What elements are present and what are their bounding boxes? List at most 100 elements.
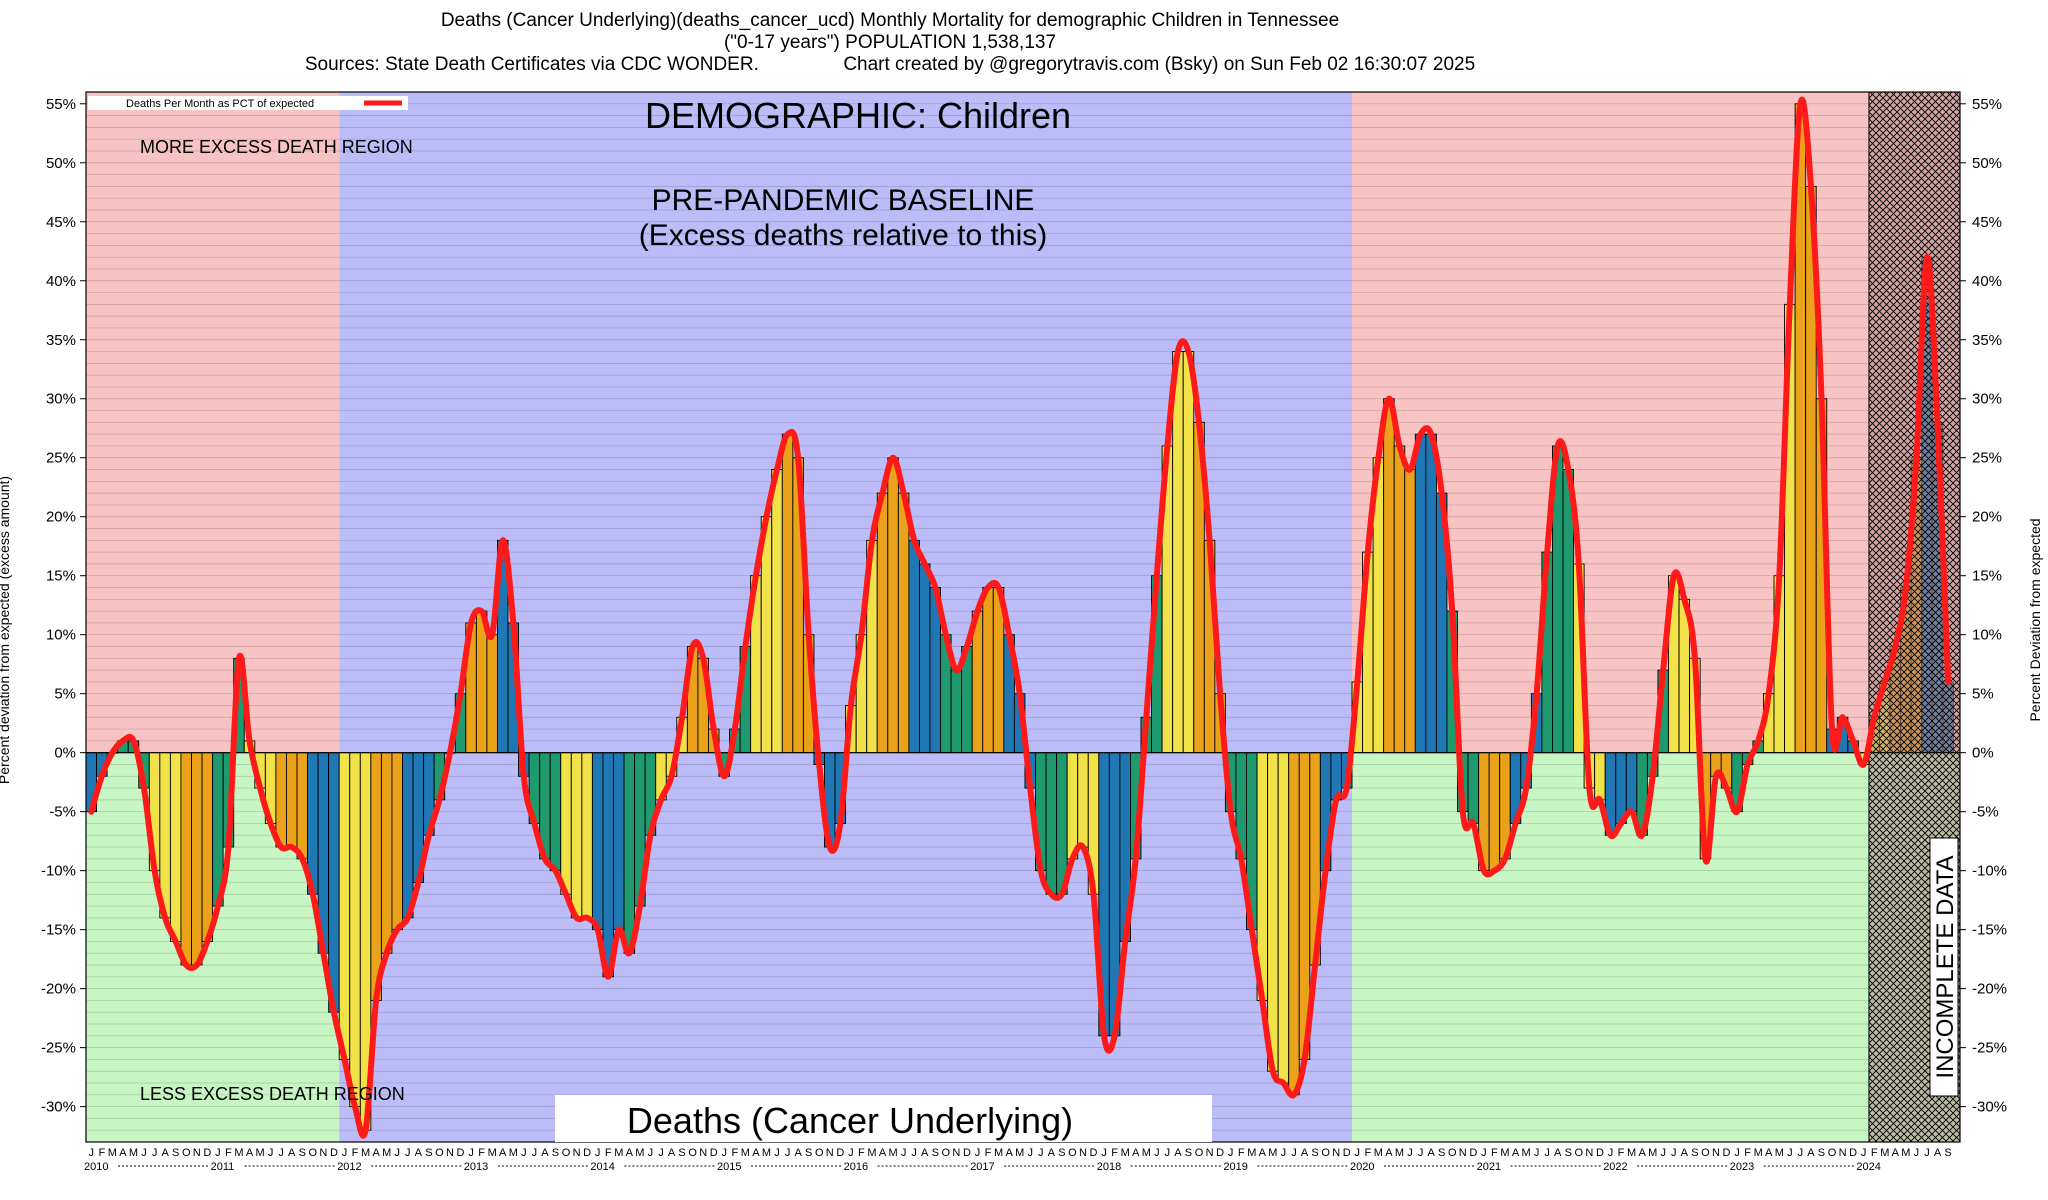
x-tick-month: M bbox=[994, 1147, 1003, 1159]
baseline-subtitle: (Excess deaths relative to this) bbox=[639, 219, 1048, 252]
y-tick-label-left: 0% bbox=[54, 745, 76, 762]
x-tick-year: 2023 bbox=[1730, 1161, 1754, 1173]
x-tick-month: O bbox=[1448, 1147, 1457, 1159]
x-tick-month: M bbox=[762, 1147, 771, 1159]
x-tick-month: D bbox=[583, 1147, 591, 1159]
y-tick-label-right: 50% bbox=[1972, 155, 2002, 172]
x-tick-month: D bbox=[330, 1147, 338, 1159]
data-bar bbox=[950, 669, 963, 754]
x-tick-month: F bbox=[1744, 1147, 1751, 1159]
x-tick-month: J bbox=[1291, 1147, 1297, 1159]
data-bar bbox=[602, 752, 614, 978]
y-tick-label-left: 45% bbox=[46, 214, 76, 231]
x-tick-month: J bbox=[532, 1147, 538, 1159]
x-tick-year: 2012 bbox=[337, 1161, 361, 1173]
data-bar bbox=[1172, 351, 1184, 754]
x-tick-month: M bbox=[108, 1147, 117, 1159]
x-tick-month: F bbox=[225, 1147, 232, 1159]
y-tick-label-left: -25% bbox=[41, 1040, 76, 1057]
x-tick-year: 2011 bbox=[211, 1161, 235, 1173]
x-tick-month: J bbox=[1861, 1147, 1867, 1159]
x-tick-month: A bbox=[372, 1147, 380, 1159]
x-tick-year: 2014 bbox=[590, 1161, 614, 1173]
x-tick-month: J bbox=[911, 1147, 917, 1159]
bottom-label-box bbox=[555, 1095, 1212, 1142]
x-tick-month: S bbox=[805, 1147, 812, 1159]
x-tick-month: O bbox=[1068, 1147, 1077, 1159]
data-bar bbox=[349, 752, 361, 1108]
data-bar bbox=[169, 752, 182, 942]
x-tick-month: J bbox=[722, 1147, 728, 1159]
x-tick-month: A bbox=[1934, 1147, 1942, 1159]
x-tick-month: S bbox=[299, 1147, 306, 1159]
y-tick-label-right: -15% bbox=[1972, 922, 2007, 939]
y-tick-label-right: 30% bbox=[1972, 391, 2002, 408]
x-tick-month: J bbox=[152, 1147, 158, 1159]
data-bar bbox=[1594, 752, 1606, 801]
x-tick-month: J bbox=[1165, 1147, 1171, 1159]
x-tick-month: M bbox=[741, 1147, 750, 1159]
x-tick-month: F bbox=[731, 1147, 738, 1159]
y-tick-label-right: 0% bbox=[1972, 745, 1994, 762]
x-tick-month: A bbox=[921, 1147, 929, 1159]
x-tick-month: N bbox=[1839, 1147, 1847, 1159]
more-excess-region-label: MORE EXCESS DEATH REGION bbox=[140, 137, 413, 157]
y-tick-label-right: 5% bbox=[1972, 686, 1994, 703]
data-bar bbox=[180, 752, 192, 966]
x-tick-month: S bbox=[1058, 1147, 1065, 1159]
x-tick-month: N bbox=[1459, 1147, 1467, 1159]
x-tick-month: J bbox=[342, 1147, 348, 1159]
y-tick-label-left: 50% bbox=[46, 155, 76, 172]
x-tick-month: M bbox=[488, 1147, 497, 1159]
x-tick-month: A bbox=[1681, 1147, 1689, 1159]
x-tick-month: J bbox=[774, 1147, 780, 1159]
data-bar bbox=[919, 563, 931, 754]
y-tick-label-right: 40% bbox=[1972, 273, 2002, 290]
x-tick-month: F bbox=[858, 1147, 865, 1159]
x-tick-month: J bbox=[1798, 1147, 1804, 1159]
data-bar bbox=[286, 752, 298, 848]
x-tick-month: A bbox=[1385, 1147, 1393, 1159]
x-tick-month: M bbox=[1775, 1147, 1784, 1159]
y-tick-label-left: 55% bbox=[46, 96, 76, 113]
x-tick-month: A bbox=[119, 1147, 127, 1159]
data-bar bbox=[1467, 752, 1480, 824]
x-tick-month: N bbox=[573, 1147, 581, 1159]
x-tick-month: N bbox=[826, 1147, 834, 1159]
y-tick-label-right: 15% bbox=[1972, 568, 2002, 585]
data-bar bbox=[1425, 433, 1437, 754]
x-tick-month: J bbox=[394, 1147, 400, 1159]
data-bar bbox=[549, 752, 562, 872]
data-bar bbox=[1267, 752, 1279, 1072]
x-tick-month: J bbox=[521, 1147, 527, 1159]
x-tick-month: J bbox=[975, 1147, 981, 1159]
x-tick-month: J bbox=[901, 1147, 907, 1159]
data-bar bbox=[402, 752, 414, 919]
y-tick-label-left: 35% bbox=[46, 332, 76, 349]
data-bar bbox=[1383, 398, 1395, 754]
demographic-title: DEMOGRAPHIC: Children bbox=[645, 95, 1071, 136]
x-tick-month: M bbox=[129, 1147, 138, 1159]
x-tick-month: F bbox=[1364, 1147, 1371, 1159]
x-tick-month: F bbox=[1618, 1147, 1625, 1159]
incomplete-label-box bbox=[1929, 837, 1959, 1097]
x-tick-month: A bbox=[1807, 1147, 1815, 1159]
y-tick-label-left: 30% bbox=[46, 391, 76, 408]
x-tick-month: D bbox=[836, 1147, 844, 1159]
data-bar bbox=[1393, 445, 1406, 754]
x-tick-month: S bbox=[1691, 1147, 1698, 1159]
x-tick-month: A bbox=[752, 1147, 760, 1159]
x-tick-month: A bbox=[1427, 1147, 1435, 1159]
y-tick-label-left: -20% bbox=[41, 981, 76, 998]
x-tick-month: A bbox=[1301, 1147, 1309, 1159]
x-tick-month: O bbox=[1321, 1147, 1330, 1159]
x-tick-month: J bbox=[1154, 1147, 1160, 1159]
x-tick-month: N bbox=[1079, 1147, 1087, 1159]
x-tick-month: N bbox=[193, 1147, 201, 1159]
x-tick-month: O bbox=[1701, 1147, 1710, 1159]
x-tick-month: A bbox=[1048, 1147, 1056, 1159]
x-tick-month: A bbox=[1005, 1147, 1013, 1159]
x-tick-month: O bbox=[435, 1147, 444, 1159]
x-tick-month: M bbox=[1247, 1147, 1256, 1159]
